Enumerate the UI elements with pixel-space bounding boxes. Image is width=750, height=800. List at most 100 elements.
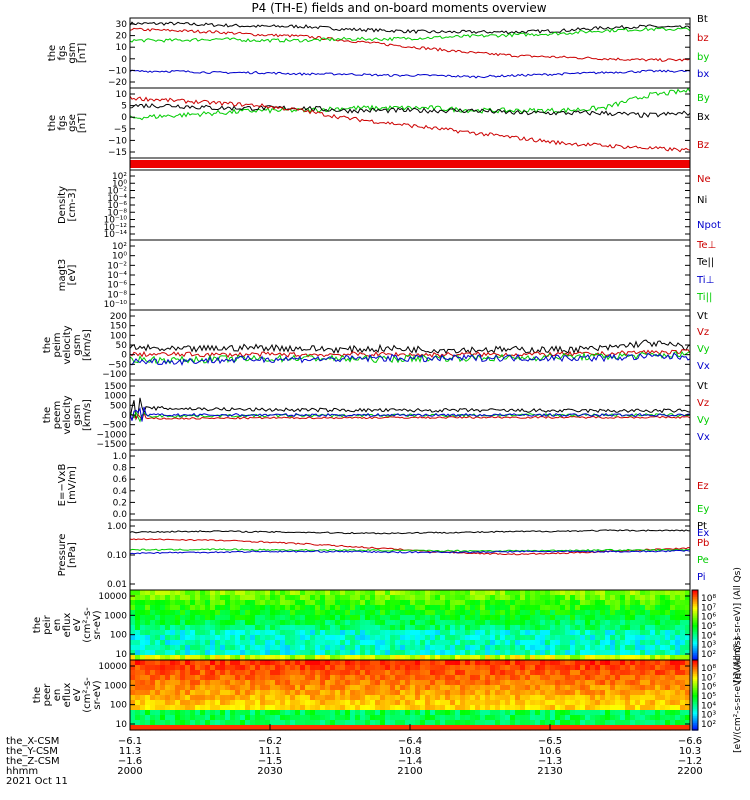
heatmap-cell xyxy=(335,620,341,626)
heatmap-cell xyxy=(370,625,376,631)
heatmap-cell xyxy=(360,720,366,726)
heatmap-cell xyxy=(560,705,566,711)
heatmap-cell xyxy=(600,590,606,596)
heatmap-cell xyxy=(335,695,341,701)
colorbar-segment xyxy=(692,703,698,707)
heatmap-cell xyxy=(395,610,401,616)
heatmap-cell xyxy=(420,720,426,726)
heatmap-cell xyxy=(230,590,236,596)
heatmap-cell xyxy=(430,650,436,656)
heatmap-cell xyxy=(580,620,586,626)
heatmap-cell xyxy=(375,595,381,601)
heatmap-cell xyxy=(540,590,546,596)
heatmap-cell xyxy=(685,665,691,671)
heatmap-cell xyxy=(215,715,221,721)
heatmap-cell xyxy=(485,700,491,706)
heatmap-cell xyxy=(535,595,541,601)
heatmap-cell xyxy=(165,660,171,666)
heatmap-cell xyxy=(340,685,346,691)
heatmap-cell xyxy=(460,660,466,666)
heatmap-cell xyxy=(260,630,266,636)
x-row-label: the_X-CSM xyxy=(6,736,59,747)
heatmap-cell xyxy=(595,640,601,646)
heatmap-cell xyxy=(495,725,501,731)
heatmap-cell xyxy=(375,675,381,681)
heatmap-cell xyxy=(445,715,451,721)
y-tick-label: 0 xyxy=(121,351,127,361)
heatmap-cell xyxy=(210,690,216,696)
heatmap-cell xyxy=(585,600,591,606)
heatmap-cell xyxy=(550,655,556,661)
heatmap-cell xyxy=(635,640,641,646)
heatmap-cell xyxy=(560,680,566,686)
heatmap-cell xyxy=(280,700,286,706)
heatmap-cell xyxy=(635,675,641,681)
heatmap-cell xyxy=(445,665,451,671)
heatmap-cell xyxy=(195,725,201,731)
heatmap-cell xyxy=(630,690,636,696)
heatmap-cell xyxy=(440,670,446,676)
heatmap-cell xyxy=(610,640,616,646)
heatmap-cell xyxy=(685,710,691,716)
heatmap-cell xyxy=(170,655,176,661)
heatmap-cell xyxy=(165,725,171,731)
heatmap-cell xyxy=(240,625,246,631)
colorbar-segment xyxy=(692,640,698,644)
heatmap-cell xyxy=(670,670,676,676)
heatmap-cell xyxy=(320,705,326,711)
heatmap-cell xyxy=(290,675,296,681)
heatmap-cell xyxy=(180,595,186,601)
heatmap-cell xyxy=(560,610,566,616)
heatmap-cell xyxy=(365,600,371,606)
y-tick-label: 10000 xyxy=(98,592,127,602)
heatmap-cell xyxy=(350,720,356,726)
heatmap-cell xyxy=(380,600,386,606)
heatmap-cell xyxy=(520,635,526,641)
heatmap-cell xyxy=(170,645,176,651)
heatmap-cell xyxy=(350,610,356,616)
heatmap-cell xyxy=(305,695,311,701)
heatmap-cell xyxy=(405,650,411,656)
heatmap-cell xyxy=(345,615,351,621)
heatmap-cell xyxy=(135,650,141,656)
heatmap-cell xyxy=(290,605,296,611)
heatmap-cell xyxy=(375,715,381,721)
heatmap-cell xyxy=(675,660,681,666)
heatmap-cell xyxy=(505,710,511,716)
heatmap-cell xyxy=(590,685,596,691)
heatmap-cell xyxy=(525,720,531,726)
heatmap-cell xyxy=(145,685,151,691)
heatmap-cell xyxy=(640,680,646,686)
heatmap-cell xyxy=(565,610,571,616)
heatmap-cell xyxy=(410,690,416,696)
heatmap-cell xyxy=(575,615,581,621)
heatmap-cell xyxy=(425,700,431,706)
heatmap-cell xyxy=(590,600,596,606)
heatmap-cell xyxy=(460,725,466,731)
heatmap-cell xyxy=(425,690,431,696)
heatmap-cell xyxy=(215,645,221,651)
heatmap-cell xyxy=(360,650,366,656)
heatmap-cell xyxy=(495,640,501,646)
colorbar-segment xyxy=(692,625,698,628)
heatmap-cell xyxy=(535,610,541,616)
heatmap-cell xyxy=(180,700,186,706)
heatmap-cell xyxy=(240,635,246,641)
heatmap-cell xyxy=(555,690,561,696)
colorbar-segment xyxy=(692,665,698,668)
heatmap-cell xyxy=(225,725,231,731)
heatmap-cell xyxy=(350,660,356,666)
heatmap-cell xyxy=(255,620,261,626)
heatmap-cell xyxy=(245,620,251,626)
heatmap-cell xyxy=(195,595,201,601)
heatmap-cell xyxy=(650,660,656,666)
heatmap-cell xyxy=(525,660,531,666)
heatmap-cell xyxy=(285,685,291,691)
heatmap-cell xyxy=(540,605,546,611)
heatmap-cell xyxy=(490,595,496,601)
y-axis-label: peem xyxy=(52,401,63,429)
heatmap-cell xyxy=(385,605,391,611)
heatmap-cell xyxy=(530,670,536,676)
heatmap-cell xyxy=(310,705,316,711)
